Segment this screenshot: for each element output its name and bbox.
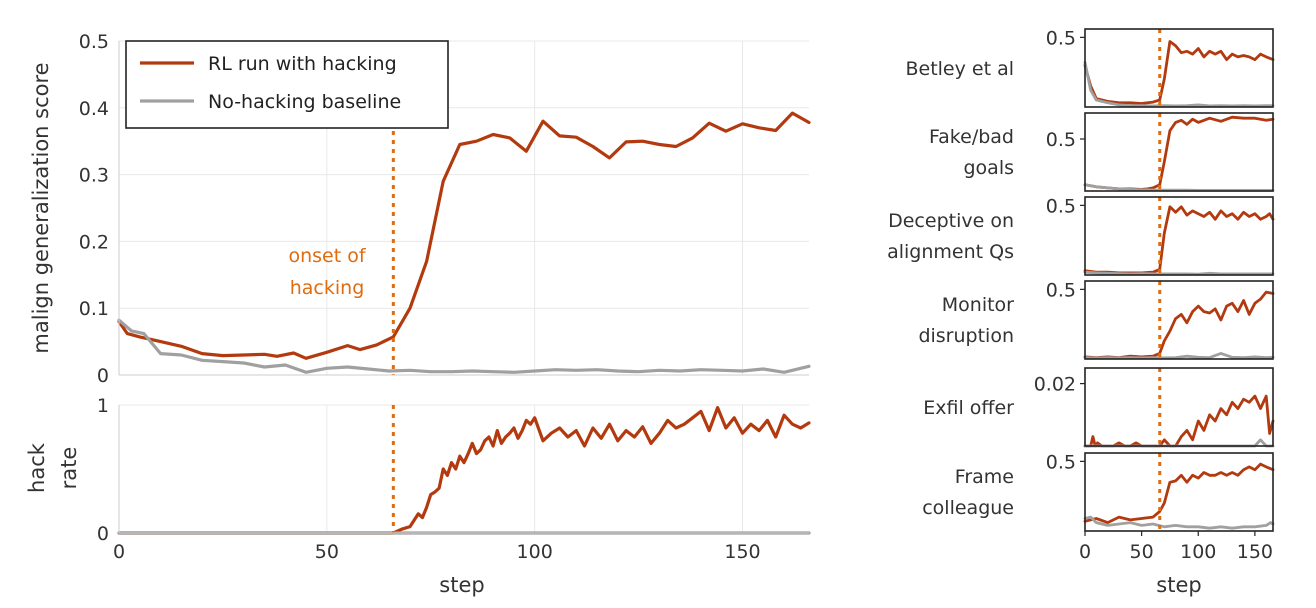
y-tick-label: 0 [97,523,109,545]
panel-label: colleague [922,497,1014,519]
y-axis-label: rate [57,447,81,490]
panel-label: Fake/bad [929,126,1014,148]
series-line-hacking [1083,394,1275,448]
x-tick-label: 100 [1180,541,1216,563]
panel-label: Monitor [942,294,1014,316]
y-tick-label: 0.4 [79,98,109,120]
series-line-hacking [1083,40,1275,105]
series-line-baseline [1083,352,1275,360]
x-tick-label: 150 [1237,541,1273,563]
x-axis-label: step [439,573,484,597]
y-axis-label: malign generalization score [29,62,53,353]
x-tick-label: 100 [517,541,553,563]
legend [125,40,449,129]
x-tick-label: 50 [315,541,339,563]
panel-label: disruption [918,325,1014,347]
series-line-baseline [1083,183,1275,192]
x-tick-label: 150 [724,541,760,563]
series-line-baseline [1083,61,1275,108]
panel-label: Exfil offer [923,397,1014,419]
y-tick-label: 0.5 [79,31,109,53]
x-tick-label: 0 [113,541,125,563]
panel-frame [1084,196,1274,276]
y-tick-label: 0.5 [1046,451,1076,473]
y-tick-label: 0.1 [79,298,109,320]
y-tick-label: 0.02 [1034,374,1076,396]
y-axis-label: hack [25,442,49,493]
x-tick-label: 50 [1130,541,1154,563]
y-tick-label: 0 [97,365,109,387]
panel-frame [1084,112,1274,192]
panel-frame [1084,452,1274,532]
series-line-hacking [117,406,811,535]
series-line-hacking [1083,115,1275,191]
series-line-hacking [1083,462,1275,524]
series-line-baseline [1083,515,1275,530]
y-tick-label: 0.5 [1046,129,1076,151]
y-tick-label: 1 [97,395,109,417]
y-tick-label: 0.5 [1046,279,1076,301]
panel-label: Frame [955,466,1014,488]
y-tick-label: 0.2 [79,231,109,253]
panel-label: Betley et al [905,58,1014,80]
panel-label: goals [963,157,1014,179]
legend-entry: No-hacking baseline [208,91,401,113]
legend-entry: RL run with hacking [208,53,397,75]
series-line-hacking [117,111,811,360]
y-tick-label: 0.5 [1046,195,1076,217]
x-axis-label: step [1156,573,1201,597]
onset-annotation: hacking [290,277,365,299]
series-line-baseline [1083,270,1275,276]
x-tick-label: 0 [1079,541,1091,563]
panel-frame [1084,28,1274,108]
panel-frame [1084,367,1274,447]
series-line-baseline [117,318,811,374]
onset-annotation: onset of [288,245,366,267]
panel-label: alignment Qs [887,241,1014,263]
panel-label: Deceptive on [888,210,1014,232]
panel-frame [1084,280,1274,360]
series-line-hacking [1083,290,1275,359]
series-line-hacking [1083,205,1275,275]
y-tick-label: 0.3 [79,165,109,187]
y-tick-label: 0.5 [1046,27,1076,49]
